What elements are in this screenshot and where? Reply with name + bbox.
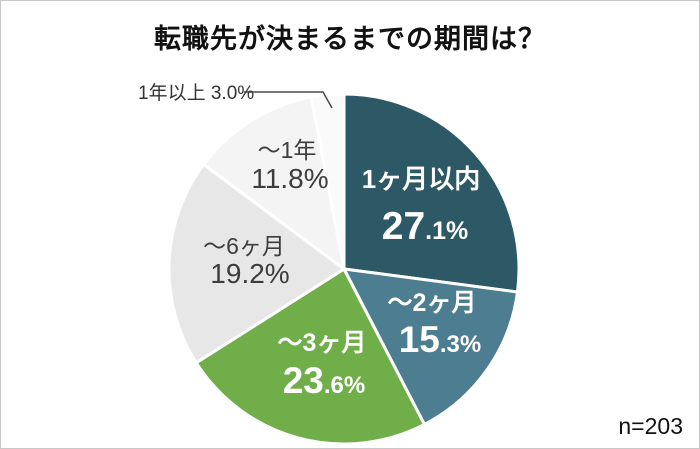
chart-title: 転職先が決まるまでの期間は？ (154, 24, 546, 54)
slice-value-1: 15.3% (399, 319, 482, 360)
slice-value-2: 23.6% (283, 360, 366, 401)
callout-leader-line (244, 91, 333, 109)
pie-slices (167, 92, 521, 446)
callout-label: 1年以上 3.0% (138, 82, 254, 104)
slice-value-3: 19.2% (210, 258, 289, 289)
slice-label-2: ～3ヶ月 (278, 329, 367, 357)
pie-slice-3 (167, 162, 346, 365)
slice-label-1: ～2ヶ月 (388, 289, 477, 317)
pie-slice-4 (202, 95, 346, 271)
slice-value-0: 27.1% (382, 205, 468, 248)
sample-size-label: n=203 (618, 413, 683, 439)
slice-value-4: 11.8% (251, 163, 328, 194)
pie-slice-5 (309, 92, 346, 271)
pie-slice-0 (342, 92, 521, 294)
pie-slice-2 (194, 267, 426, 446)
slice-label-3: ～6ヶ月 (203, 233, 285, 259)
pie-slice-1 (342, 267, 519, 426)
callout-group: 1年以上 3.0% (138, 82, 333, 109)
slice-label-4: ～1年 (258, 137, 317, 163)
slice-label-0: 1ヶ月以内 (362, 164, 480, 194)
